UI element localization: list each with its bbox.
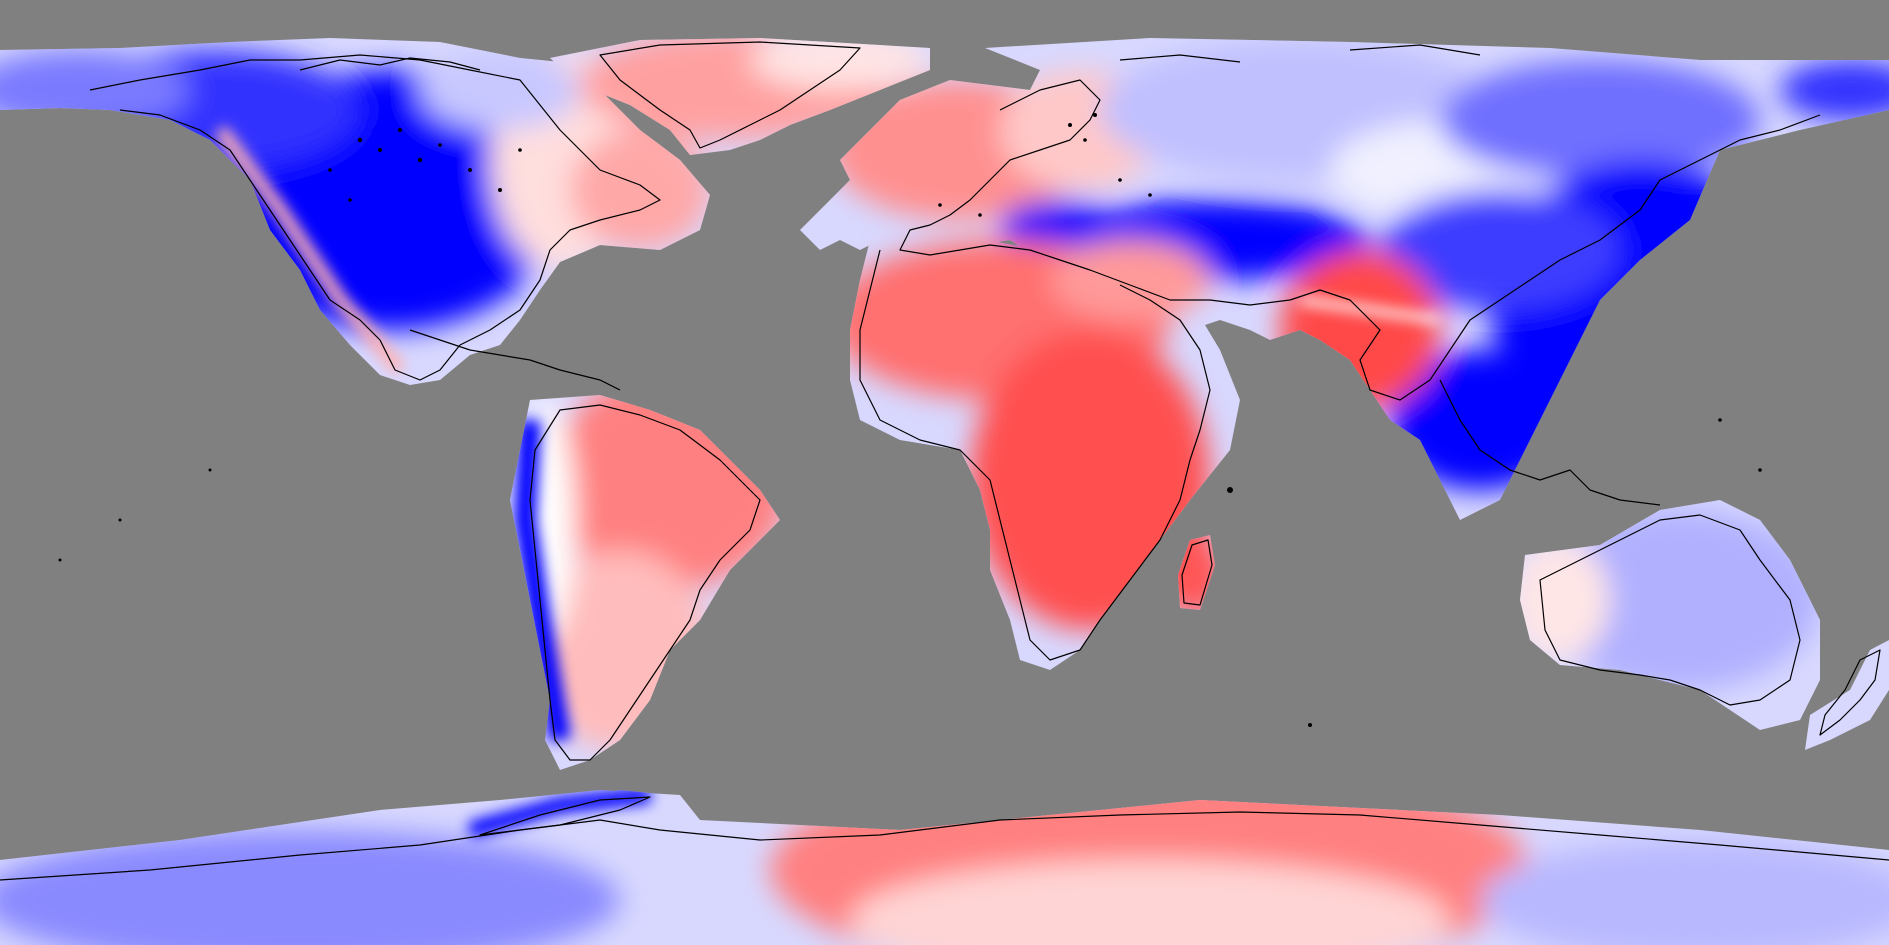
coastline-madagascar <box>1181 539 1213 606</box>
coastline-africa <box>859 249 1211 661</box>
coastline-arctic-islands <box>299 44 1481 71</box>
coastlines <box>0 41 1889 881</box>
coastline-new-zealand <box>1819 649 1881 736</box>
coastline-europe <box>899 79 1131 286</box>
coastline-south-america <box>529 404 761 761</box>
coastline-antarctica <box>0 811 1889 881</box>
coastline-gulf-caribbean <box>409 329 621 391</box>
coastline-north-america <box>89 54 661 381</box>
lake-and-island-specks <box>58 113 1762 727</box>
coastline-asia <box>1129 114 1821 401</box>
coastline-antarctic-peninsula <box>479 796 651 836</box>
coastline-greenland <box>599 41 861 149</box>
coastline-southeast-asia <box>1439 379 1661 506</box>
coastline-australia <box>1539 514 1801 706</box>
